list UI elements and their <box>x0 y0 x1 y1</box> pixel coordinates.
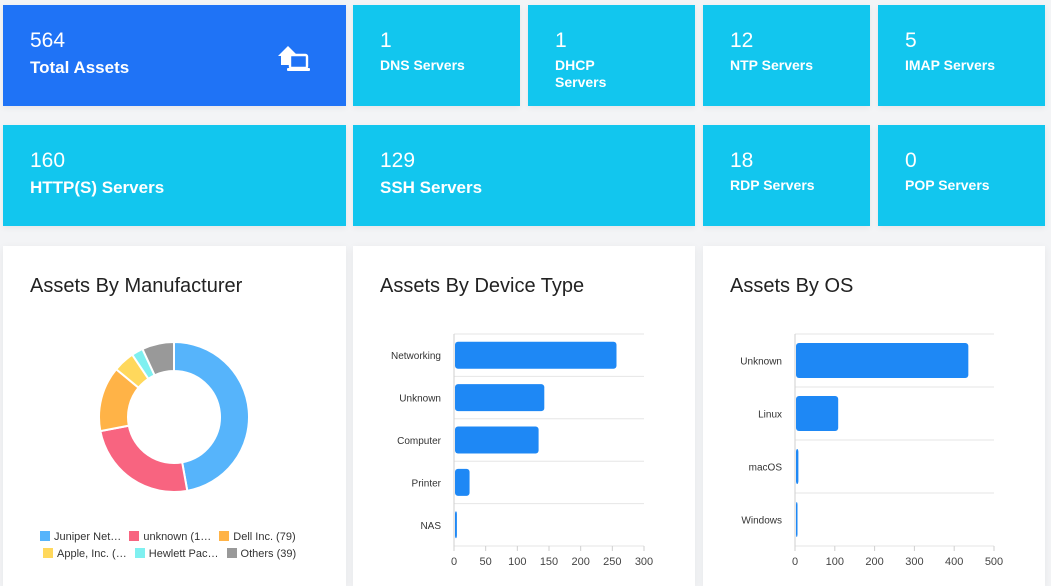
card-assets-by-os: Assets By OS 0 100 200 300 400 500 Unknown Linu… <box>703 246 1045 586</box>
legend-item-juniper[interactable]: Juniper Net… <box>40 531 121 543</box>
bar-linux[interactable] <box>796 396 839 431</box>
legend-item-dell[interactable]: Dell Inc. (79) <box>219 531 296 543</box>
stat-tile-pop[interactable]: 0 POP Servers <box>878 125 1045 226</box>
legend-row: Juniper Net… unknown (1… Dell Inc. (79) <box>40 531 330 543</box>
stat-tile-dns[interactable]: 1 DNS Servers <box>353 5 520 106</box>
stat-value: 5 <box>905 29 917 52</box>
legend-label: Hewlett Pac… <box>148 548 219 560</box>
stat-label: Total Assets <box>30 58 130 77</box>
x-tick-label: 150 <box>540 556 558 568</box>
x-tick-label: 100 <box>508 556 526 568</box>
stat-label: DNS Servers <box>380 57 465 73</box>
legend-label: unknown (1… <box>143 531 212 543</box>
legend-label: Others (39) <box>240 548 297 560</box>
legend-label: Dell Inc. (79) <box>233 531 296 543</box>
stat-value: 18 <box>730 149 754 172</box>
stat-tile-http[interactable]: 160 HTTP(S) Servers <box>3 125 346 226</box>
bar-macos[interactable] <box>796 449 799 484</box>
card-title: Assets By Device Type <box>380 275 585 297</box>
x-tick-label: 250 <box>603 556 621 568</box>
stat-value: 12 <box>730 29 754 52</box>
card-title: Assets By Manufacturer <box>30 275 243 297</box>
legend-swatch <box>226 548 237 558</box>
os-bar-chart: 0 100 200 300 400 500 Unknown Linux macOS Windows <box>740 333 1003 568</box>
stat-label: DHCP Servers <box>555 57 607 90</box>
bar-windows[interactable] <box>796 502 798 537</box>
manufacturer-donut-chart <box>98 340 250 493</box>
category-label-printer: Printer <box>412 478 442 489</box>
manufacturer-legend: Juniper Net… unknown (1… Dell Inc. (79) … <box>40 531 330 560</box>
stat-value: 0 <box>905 149 917 172</box>
stat-value: 564 <box>30 29 66 52</box>
legend-label: Juniper Net… <box>54 531 122 543</box>
stat-tile-ntp[interactable]: 12 NTP Servers <box>703 5 870 106</box>
card-title: Assets By OS <box>730 275 854 297</box>
stat-tile-ssh[interactable]: 129 SSH Servers <box>353 125 695 226</box>
stat-label: RDP Servers <box>730 177 815 193</box>
donut-slice-juniper-networks[interactable] <box>173 340 250 492</box>
card-assets-by-manufacturer: Assets By Manufacturer Juniper Net… unkn… <box>3 246 346 586</box>
legend-row: Apple, Inc. (… Hewlett Pac… Others (39) <box>40 548 330 560</box>
bar-unknown[interactable] <box>455 384 545 412</box>
category-label-computer: Computer <box>397 436 442 447</box>
category-label-networking: Networking <box>391 351 441 362</box>
legend-item-unknown[interactable]: unknown (1… <box>129 531 211 543</box>
category-label-macos: macOS <box>749 463 783 474</box>
x-tick-label: 500 <box>985 556 1003 568</box>
bar-printer[interactable] <box>455 468 470 496</box>
stat-tile-total-assets[interactable]: 564 Total Assets <box>3 5 346 106</box>
legend-item-hewlett[interactable]: Hewlett Pac… <box>134 548 219 560</box>
stat-value: 1 <box>555 29 567 52</box>
x-tick-label: 50 <box>480 556 492 568</box>
category-label-unknown: Unknown <box>399 394 441 405</box>
legend-label: Apple, Inc. (… <box>57 548 127 560</box>
stat-label: POP Servers <box>905 177 990 193</box>
donut-slice-others[interactable] <box>141 340 175 377</box>
stat-label: SSH Servers <box>380 178 483 197</box>
legend-item-apple[interactable]: Apple, Inc. (… <box>43 548 127 560</box>
category-label-unknown: Unknown <box>740 357 782 368</box>
bar-networking[interactable] <box>455 341 617 369</box>
card-assets-by-device-type: Assets By Device Type 0 50 100 150 200 250 300… <box>353 246 695 586</box>
x-tick-label: 0 <box>792 556 798 568</box>
stat-value: 160 <box>30 149 66 172</box>
legend-item-others[interactable]: Others (39) <box>226 548 297 560</box>
x-tick-label: 300 <box>905 556 923 568</box>
category-label-linux: Linux <box>758 410 782 421</box>
device-type-bar-chart: 0 50 100 150 200 250 300 Networking Unknown Compu… <box>391 333 653 568</box>
category-label-windows: Windows <box>741 516 782 527</box>
x-tick-label: 0 <box>451 556 457 568</box>
legend-swatch <box>43 548 53 558</box>
bar-computer[interactable] <box>455 426 539 454</box>
stat-tile-rdp[interactable]: 18 RDP Servers <box>703 125 870 226</box>
category-label-nas: NAS <box>420 521 441 532</box>
stat-label: HTTP(S) Servers <box>30 178 165 197</box>
x-tick-label: 200 <box>571 556 589 568</box>
x-tick-label: 400 <box>945 556 963 568</box>
stat-tile-dhcp[interactable]: 1 DHCP Servers <box>528 5 695 106</box>
x-tick-label: 300 <box>635 556 653 568</box>
stat-value: 129 <box>380 149 416 172</box>
legend-swatch <box>129 531 140 541</box>
stat-value: 1 <box>380 29 392 52</box>
legend-swatch <box>40 531 50 541</box>
bar-nas[interactable] <box>455 511 457 539</box>
legend-swatch <box>134 548 145 558</box>
legend-swatch <box>219 531 230 541</box>
stat-label: NTP Servers <box>730 57 814 73</box>
stat-label: IMAP Servers <box>905 57 996 73</box>
donut-slice-unknown[interactable] <box>99 424 189 493</box>
x-tick-label: 200 <box>865 556 883 568</box>
bar-unknown[interactable] <box>796 343 969 378</box>
stat-tile-imap[interactable]: 5 IMAP Servers <box>878 5 1045 106</box>
x-tick-label: 100 <box>826 556 844 568</box>
home-devices-icon <box>276 43 314 80</box>
